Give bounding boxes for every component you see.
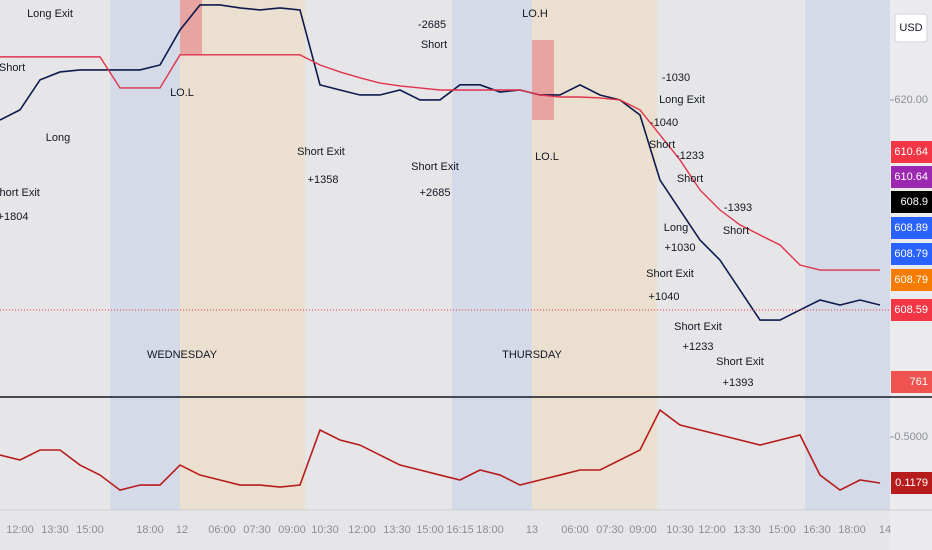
x-tick-label: 09:00 xyxy=(278,524,306,536)
annotation: +1358 xyxy=(308,174,339,186)
x-tick-label: 12:00 xyxy=(6,524,34,536)
price-badge xyxy=(891,299,932,321)
x-tick-label: 12:00 xyxy=(348,524,376,536)
annotation: -1040 xyxy=(650,117,678,129)
x-tick-label: 16:30 xyxy=(803,524,831,536)
x-tick-label: 18:00 xyxy=(476,524,504,536)
indicator-badge-label: 0.1179 xyxy=(895,477,928,489)
annotation: Long xyxy=(664,222,688,234)
price-badge-label: 608.79 xyxy=(894,248,928,260)
annotation: WEDNESDAY xyxy=(147,349,218,361)
price-badge xyxy=(891,141,932,163)
annotation: Long Exit xyxy=(27,8,73,20)
annotation: Short xyxy=(649,139,675,151)
price-badge-label: 608.9 xyxy=(900,196,928,208)
annotation: Short Exit xyxy=(674,321,722,333)
session-band xyxy=(805,0,890,510)
annotation: +1030 xyxy=(665,242,696,254)
annotation: Short Exit xyxy=(0,187,40,199)
x-tick-label: 13 xyxy=(526,524,538,536)
x-tick-label: 15:00 xyxy=(768,524,796,536)
currency-label: USD xyxy=(899,22,922,34)
session-band xyxy=(452,0,532,510)
annotation: -1233 xyxy=(676,150,704,162)
x-tick-label: 09:00 xyxy=(629,524,657,536)
annotation: +1804 xyxy=(0,211,28,223)
x-tick-label: 07:30 xyxy=(243,524,271,536)
price-badge-label: 608.79 xyxy=(894,274,928,286)
range-box xyxy=(180,0,202,55)
annotation: LO.L xyxy=(535,151,559,163)
price-badge-label: 610.64 xyxy=(894,171,928,183)
annotation: +1040 xyxy=(649,291,680,303)
y-tick-label: 0.5000 xyxy=(894,431,928,443)
annotation: Short xyxy=(677,173,703,185)
price-badge xyxy=(891,191,932,213)
x-tick-label: 10:30 xyxy=(666,524,694,536)
x-tick-label: 18:00 xyxy=(136,524,164,536)
y-tick-label: 620.00 xyxy=(894,94,928,106)
x-tick-label: 16:15 xyxy=(446,524,474,536)
price-badge-label: 761 xyxy=(910,376,928,388)
annotation: Short xyxy=(0,62,25,74)
price-line xyxy=(0,54,880,271)
annotation: Short Exit xyxy=(716,356,764,368)
x-tick-label: 12:00 xyxy=(698,524,726,536)
price-badge-label: 610.64 xyxy=(894,146,928,158)
annotation: Long xyxy=(46,132,70,144)
price-badge xyxy=(891,217,932,239)
x-tick-label: 06:00 xyxy=(208,524,236,536)
annotation: Long Exit xyxy=(659,94,705,106)
price-badge-label: 608.59 xyxy=(894,304,928,316)
x-tick-label: 06:00 xyxy=(561,524,589,536)
x-tick-label: 07:30 xyxy=(596,524,624,536)
x-tick-label: 18:00 xyxy=(838,524,866,536)
x-tick-label: 13:30 xyxy=(733,524,761,536)
range-box xyxy=(532,40,554,120)
x-tick-label: 12 xyxy=(176,524,188,536)
price-badge xyxy=(891,371,932,393)
x-tick-label: 10:30 xyxy=(311,524,339,536)
annotation: LO.L xyxy=(170,87,194,99)
annotation: Short Exit xyxy=(411,161,459,173)
x-tick-label: 15:00 xyxy=(76,524,104,536)
annotation: THURSDAY xyxy=(502,349,562,361)
x-tick-label: 13:30 xyxy=(383,524,411,536)
session-band xyxy=(110,0,180,510)
annotation: -2685 xyxy=(418,19,446,31)
annotation: +1233 xyxy=(683,341,714,353)
price-line xyxy=(0,408,881,492)
indicator-badge xyxy=(891,471,932,494)
annotation: Short xyxy=(421,39,447,51)
currency-box xyxy=(894,13,928,43)
x-tick-label: 13:30 xyxy=(41,524,69,536)
x-tick-label: 15:00 xyxy=(416,524,444,536)
annotation: +2685 xyxy=(420,187,451,199)
price-line xyxy=(0,4,881,321)
annotation: LO.H xyxy=(522,8,548,20)
price-badge xyxy=(891,166,932,188)
session-band xyxy=(180,0,305,510)
x-tick-label: 14 xyxy=(879,524,891,536)
price-badge-label: 608.89 xyxy=(894,222,928,234)
annotation: -1030 xyxy=(662,72,690,84)
annotation: Short xyxy=(723,225,749,237)
annotation: Short Exit xyxy=(646,268,694,280)
price-badge xyxy=(891,269,932,291)
annotation: -1393 xyxy=(724,202,752,214)
price-badge xyxy=(891,243,932,265)
annotation: +1393 xyxy=(723,377,754,389)
annotation: Short Exit xyxy=(297,146,345,158)
